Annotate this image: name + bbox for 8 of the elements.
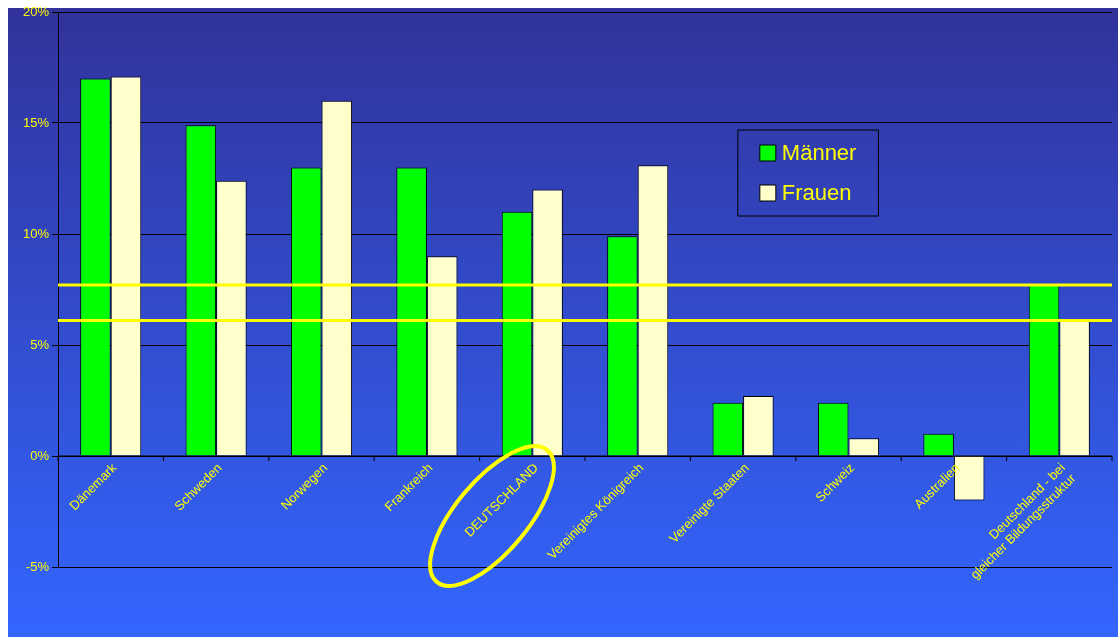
y-tick-label: -5%: [25, 558, 50, 574]
y-tick-label: 5%: [30, 336, 50, 352]
y-tick-label: 0%: [30, 447, 50, 463]
y-tick-label: 20%: [22, 3, 50, 19]
y-tick-label: 10%: [22, 225, 50, 241]
legend-label: Frauen: [781, 180, 852, 206]
y-tick-label: 15%: [22, 114, 50, 130]
legend-label: Männer: [781, 140, 857, 166]
